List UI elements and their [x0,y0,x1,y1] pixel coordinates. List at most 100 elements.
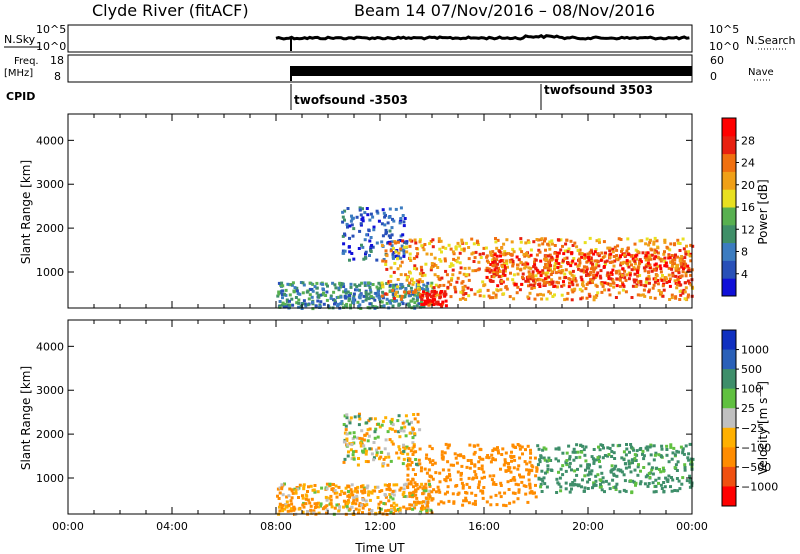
data-cell [673,279,677,283]
data-cell [494,240,498,244]
data-cell [595,273,599,277]
data-cell [521,272,525,276]
data-cell [667,266,671,270]
data-cell [333,299,337,303]
data-cell [355,498,359,502]
data-cell [413,267,416,270]
data-cell [636,274,640,278]
data-cell [461,296,465,300]
data-cell [405,507,409,511]
data-cell [368,447,372,451]
data-cell [633,259,637,263]
data-cell [566,261,569,264]
data-cell [548,282,552,286]
data-cell [537,283,541,286]
data-cell [409,482,413,486]
data-cell [402,443,405,447]
data-cell [534,258,538,262]
data-cell [466,286,470,290]
data-cell [367,434,371,438]
data-cell [682,452,686,456]
data-cell [578,261,582,265]
data-cell [536,444,540,448]
data-cell [428,444,432,448]
data-cell [358,303,362,307]
data-cell [532,265,536,269]
data-cell [630,263,633,267]
data-cell [346,454,350,458]
data-cell [633,272,637,276]
data-cell [431,477,435,481]
data-cell [428,482,431,486]
data-cell [581,284,585,288]
data-cell [649,238,652,242]
data-cell [500,279,504,283]
data-cell [476,486,480,490]
x-tick-label: 00:00 [52,520,84,533]
data-cell [429,284,433,288]
data-cell [585,267,589,271]
data-cell [280,281,284,285]
power-colorbar-label: Power [dB] [756,179,770,244]
data-cell [503,458,507,462]
data-cell [401,285,405,289]
data-cell [631,284,635,288]
data-cell [657,453,661,457]
data-cell [615,474,619,478]
data-cell [285,500,289,504]
data-cell [680,255,684,258]
data-cell [624,489,628,493]
data-cell [391,304,395,308]
data-cell [306,303,310,307]
data-cell [647,274,651,278]
data-cell [478,447,482,451]
data-cell [546,242,550,246]
data-cell [480,464,484,468]
data-cell [399,206,403,210]
data-cell [688,281,692,285]
data-cell [462,499,466,503]
data-cell [281,503,285,507]
data-cell [334,300,337,304]
data-cell [345,437,349,441]
data-cell [505,259,508,263]
data-cell [373,298,377,302]
data-cell [518,288,522,292]
data-cell [569,264,573,268]
data-cell [359,222,363,226]
data-cell [448,265,452,268]
data-cell [311,289,315,293]
data-cell [290,489,294,493]
data-cell [320,486,324,490]
data-cell [664,476,668,480]
data-cell [660,278,664,282]
data-cell [308,293,312,297]
data-cell [396,267,400,271]
data-cell [653,248,657,252]
data-cell [281,509,285,513]
data-cell [662,489,666,493]
data-cell [624,466,628,470]
data-cell [663,259,667,263]
data-cell [644,254,648,258]
data-cell [492,275,496,279]
data-cell [544,255,548,259]
data-cell [396,257,399,261]
data-cell [492,481,496,485]
data-cell [660,487,664,490]
data-cell [411,297,415,301]
data-cell [501,447,505,451]
data-cell [653,280,657,284]
data-cell [466,459,470,462]
data-cell [617,269,621,273]
data-cell [503,491,507,495]
power-colorbar-swatch [722,118,736,137]
data-cell [281,293,284,296]
data-cell [342,290,346,294]
data-cell [391,255,395,259]
data-cell [337,509,341,513]
data-cell [528,272,532,276]
data-cell [344,424,348,428]
data-cell [642,288,646,292]
data-cell [488,296,492,300]
